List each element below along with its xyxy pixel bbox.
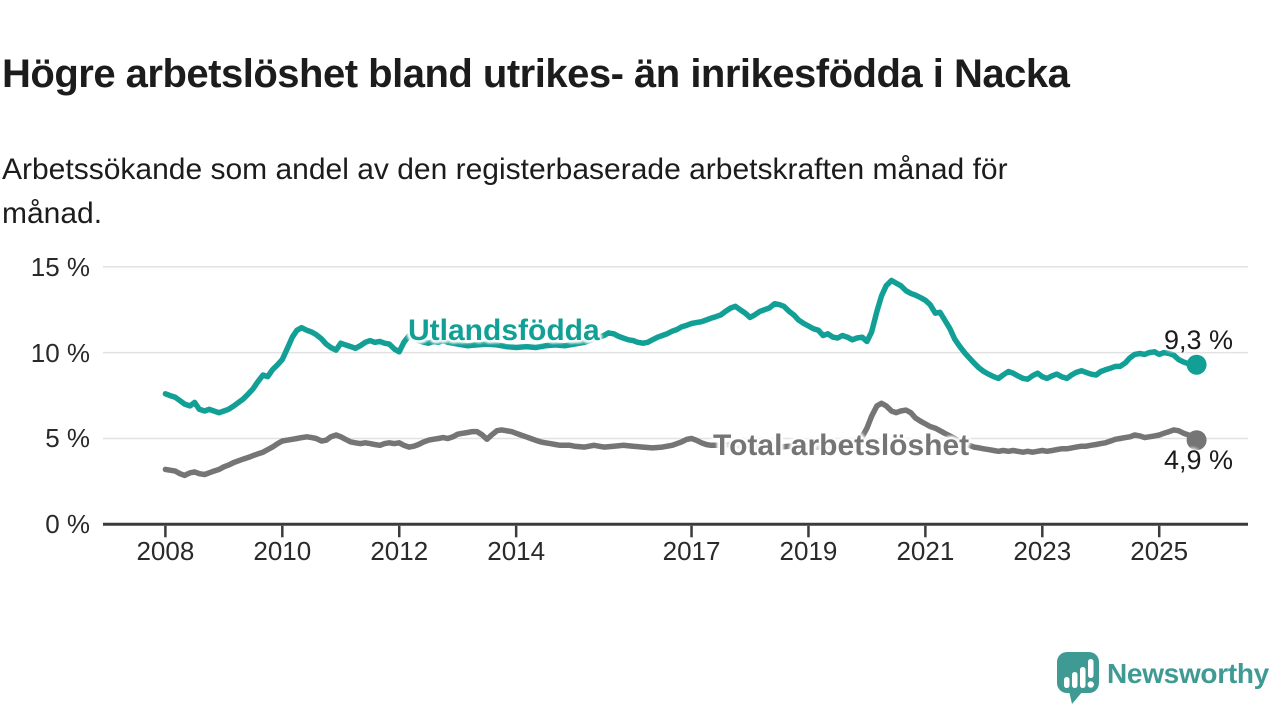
- end-value-label-total: 4,9 %: [1164, 445, 1234, 475]
- x-tick-label-2014: 2014: [487, 536, 546, 566]
- total-line: [162, 400, 1200, 479]
- total-end-dot: [1186, 430, 1207, 451]
- x-tick-label-2008: 2008: [136, 536, 195, 566]
- x-tick-label-2023: 2023: [1013, 536, 1072, 566]
- end-value-label-utlandsfodda: 9,3 %: [1164, 325, 1234, 355]
- x-tick-label-2019: 2019: [779, 536, 838, 566]
- bar-chart-speech-bubble-icon: [1057, 652, 1099, 704]
- y-tick-label-5pct: 5 %: [45, 423, 90, 454]
- series-label-utlandsfodda: Utlandsfödda: [408, 314, 600, 347]
- series-label-total-arbetsloshet: Total arbetslöshet: [713, 429, 970, 462]
- y-tick-label-15pct: 15 %: [30, 251, 90, 282]
- page-title: Högre arbetslöshet bland utrikes- än inr…: [2, 51, 1070, 96]
- utlandsfodda-end-dot: [1186, 354, 1207, 375]
- x-tick-label-2012: 2012: [370, 536, 429, 566]
- x-tick-label-2017: 2017: [662, 536, 721, 566]
- y-tick-label-10pct: 10 %: [30, 337, 90, 368]
- utlandsfodda-line: [162, 277, 1200, 416]
- y-tick-label-0pct: 0 %: [45, 509, 90, 540]
- newsworthy-logo: Newsworthy: [1056, 651, 1269, 705]
- x-tick-label-2021: 2021: [896, 536, 955, 566]
- x-tick-label-2010: 2010: [253, 536, 312, 566]
- page-subtitle: Arbetssökande som andel av den registerb…: [2, 153, 1008, 230]
- x-tick-label-2025: 2025: [1130, 536, 1189, 566]
- logo-wordmark: Newsworthy: [1107, 658, 1269, 689]
